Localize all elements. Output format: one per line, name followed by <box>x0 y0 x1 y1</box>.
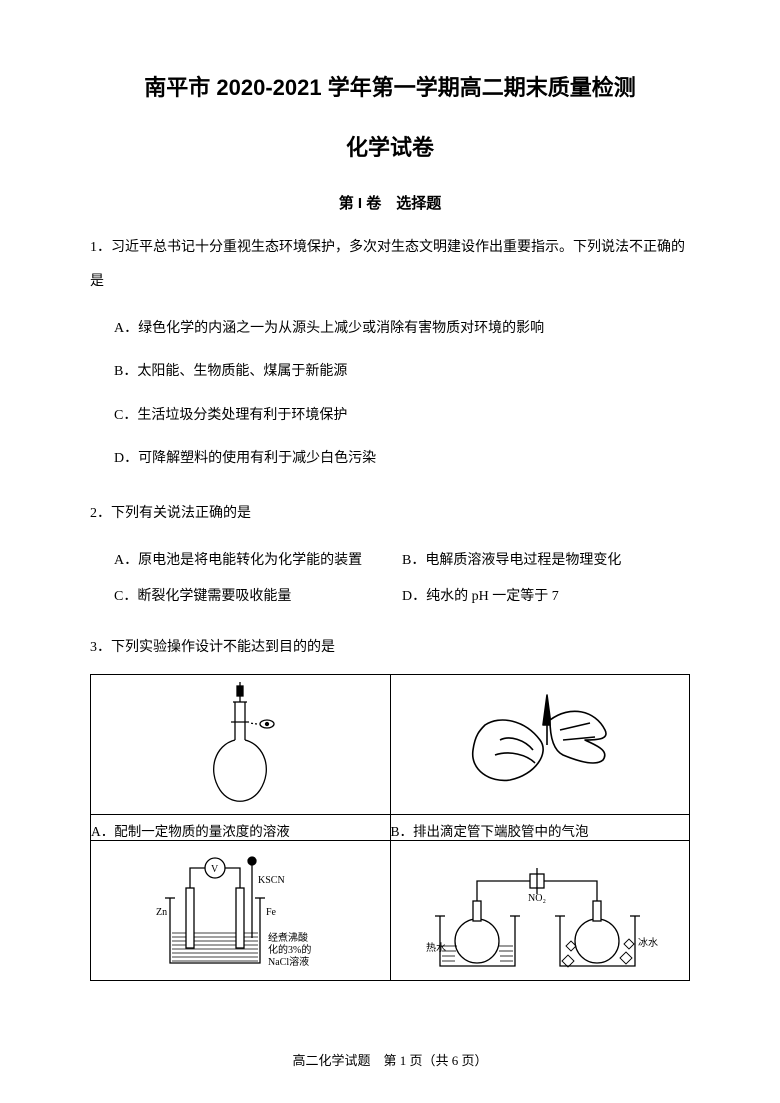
no2-label: NO₂ <box>528 893 546 904</box>
fe-label: Fe <box>266 907 277 918</box>
page-footer: 高二化学试题 第 1 页（共 6 页） <box>0 1050 780 1069</box>
cell-d-image: NO₂ 热水 冰水 <box>390 841 690 981</box>
cell-a-caption: A．配制一定物质的量浓度的溶液 <box>91 815 391 841</box>
q1-options: A．绿色化学的内涵之一为从源头上减少或消除有害物质对环境的影响 B．太阳能、生物… <box>90 316 690 471</box>
cell-a-image <box>91 675 391 815</box>
section-header: 第 I 卷 选择题 <box>90 192 690 213</box>
q2-opt-d: D．纯水的 pH 一定等于 7 <box>402 585 690 605</box>
q1-num: 1． <box>90 240 111 255</box>
question-3: 3．下列实验操作设计不能达到目的的是 <box>90 631 690 982</box>
q3-num: 3． <box>90 640 111 655</box>
q2-stem: 2．下列有关说法正确的是 <box>90 497 690 531</box>
q2-text: 下列有关说法正确的是 <box>111 506 251 521</box>
soln-label-3: NaCl溶液 <box>268 955 309 968</box>
ice-label: 冰水 <box>638 936 658 949</box>
q2-opt-b: B．电解质溶液导电过程是物理变化 <box>402 549 690 569</box>
q1-opt-d: D．可降解塑料的使用有利于减少白色污染 <box>114 446 690 471</box>
q2-opt-a: A．原电池是将电能转化为化学能的装置 <box>114 549 402 569</box>
cell-c-image: V KSCN Zn Fe 经煮沸酸 化的3%的 NaCl溶液 <box>91 841 391 981</box>
two-flasks-icon: NO₂ 热水 冰水 <box>420 846 660 976</box>
q1-stem: 1．习近平总书记十分重视生态环境保护，多次对生态文明建设作出重要指示。下列说法不… <box>90 231 690 298</box>
q1-opt-c: C．生活垃圾分类处理有利于环境保护 <box>114 403 690 428</box>
galvanic-cell-icon: V KSCN Zn Fe 经煮沸酸 化的3%的 NaCl溶液 <box>140 843 340 978</box>
cell-b-caption: B．排出滴定管下端胶管中的气泡 <box>390 815 690 841</box>
voltmeter-label: V <box>211 864 219 875</box>
title-sub: 化学试卷 <box>90 130 690 162</box>
q1-text: 习近平总书记十分重视生态环境保护，多次对生态文明建设作出重要指示。下列说法不正确… <box>90 240 685 289</box>
soln-label-2: 化的3%的 <box>268 943 311 956</box>
q1-opt-b: B．太阳能、生物质能、煤属于新能源 <box>114 359 690 384</box>
question-1: 1．习近平总书记十分重视生态环境保护，多次对生态文明建设作出重要指示。下列说法不… <box>90 231 690 471</box>
kscn-label: KSCN <box>258 875 285 886</box>
q2-num: 2． <box>90 506 111 521</box>
cell-b-image <box>390 675 690 815</box>
q2-options: A．原电池是将电能转化为化学能的装置 B．电解质溶液导电过程是物理变化 C．断裂… <box>90 549 690 605</box>
hands-icon <box>455 685 625 805</box>
zn-label: Zn <box>156 907 167 918</box>
question-2: 2．下列有关说法正确的是 A．原电池是将电能转化为化学能的装置 B．电解质溶液导… <box>90 497 690 605</box>
q3-text: 下列实验操作设计不能达到目的的是 <box>111 640 335 655</box>
soln-label-1: 经煮沸酸 <box>268 931 308 944</box>
experiment-table: A．配制一定物质的量浓度的溶液 B．排出滴定管下端胶管中的气泡 <box>90 674 690 981</box>
hot-label: 热水 <box>426 941 446 954</box>
q3-stem: 3．下列实验操作设计不能达到目的的是 <box>90 631 690 665</box>
flask-icon <box>185 680 295 810</box>
q1-opt-a: A．绿色化学的内涵之一为从源头上减少或消除有害物质对环境的影响 <box>114 316 690 341</box>
q2-opt-c: C．断裂化学键需要吸收能量 <box>114 585 402 605</box>
title-main: 南平市 2020-2021 学年第一学期高二期末质量检测 <box>90 70 690 102</box>
